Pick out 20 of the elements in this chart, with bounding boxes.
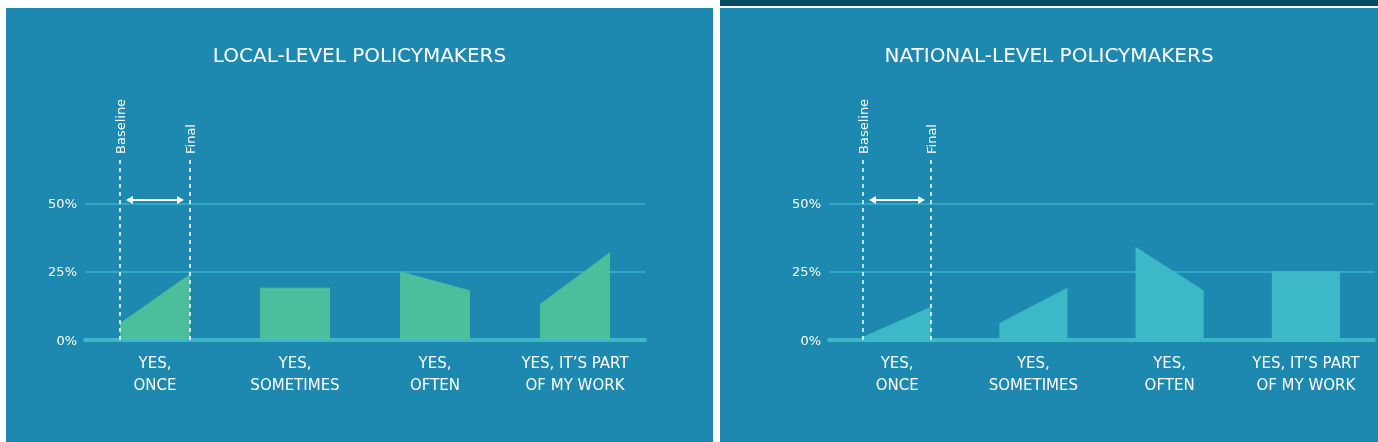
x-tick-label: Baseline [112, 98, 128, 154]
y-tick-label: 50% [48, 196, 77, 212]
y-tick-label: 25% [48, 264, 77, 280]
series-label: YES, SOMETIMES [250, 354, 340, 394]
series-label: YES, IT’S PART OF MY WORK [1251, 354, 1361, 394]
x-tick-label: Final [182, 124, 198, 154]
y-tick-label: 0% [800, 332, 821, 348]
series-label: YES, OFTEN [409, 354, 461, 394]
y-tick-label: 50% [792, 196, 821, 212]
chart-title: LOCAL-LEVEL POLICYMAKERS [212, 43, 507, 67]
series-label: YES, ONCE [875, 354, 919, 394]
x-tick-label: Final [923, 124, 939, 154]
chart-title: NATIONAL-LEVEL POLICYMAKERS [884, 43, 1214, 67]
x-tick-label: Baseline [855, 98, 871, 154]
y-tick-label: 0% [56, 332, 77, 348]
series-label: YES, ONCE [133, 354, 177, 394]
y-tick-label: 25% [792, 264, 821, 280]
series-label: YES, IT’S PART OF MY WORK [520, 354, 630, 394]
series-label: YES, OFTEN [1144, 354, 1195, 394]
series-label: YES, SOMETIMES [988, 354, 1079, 394]
